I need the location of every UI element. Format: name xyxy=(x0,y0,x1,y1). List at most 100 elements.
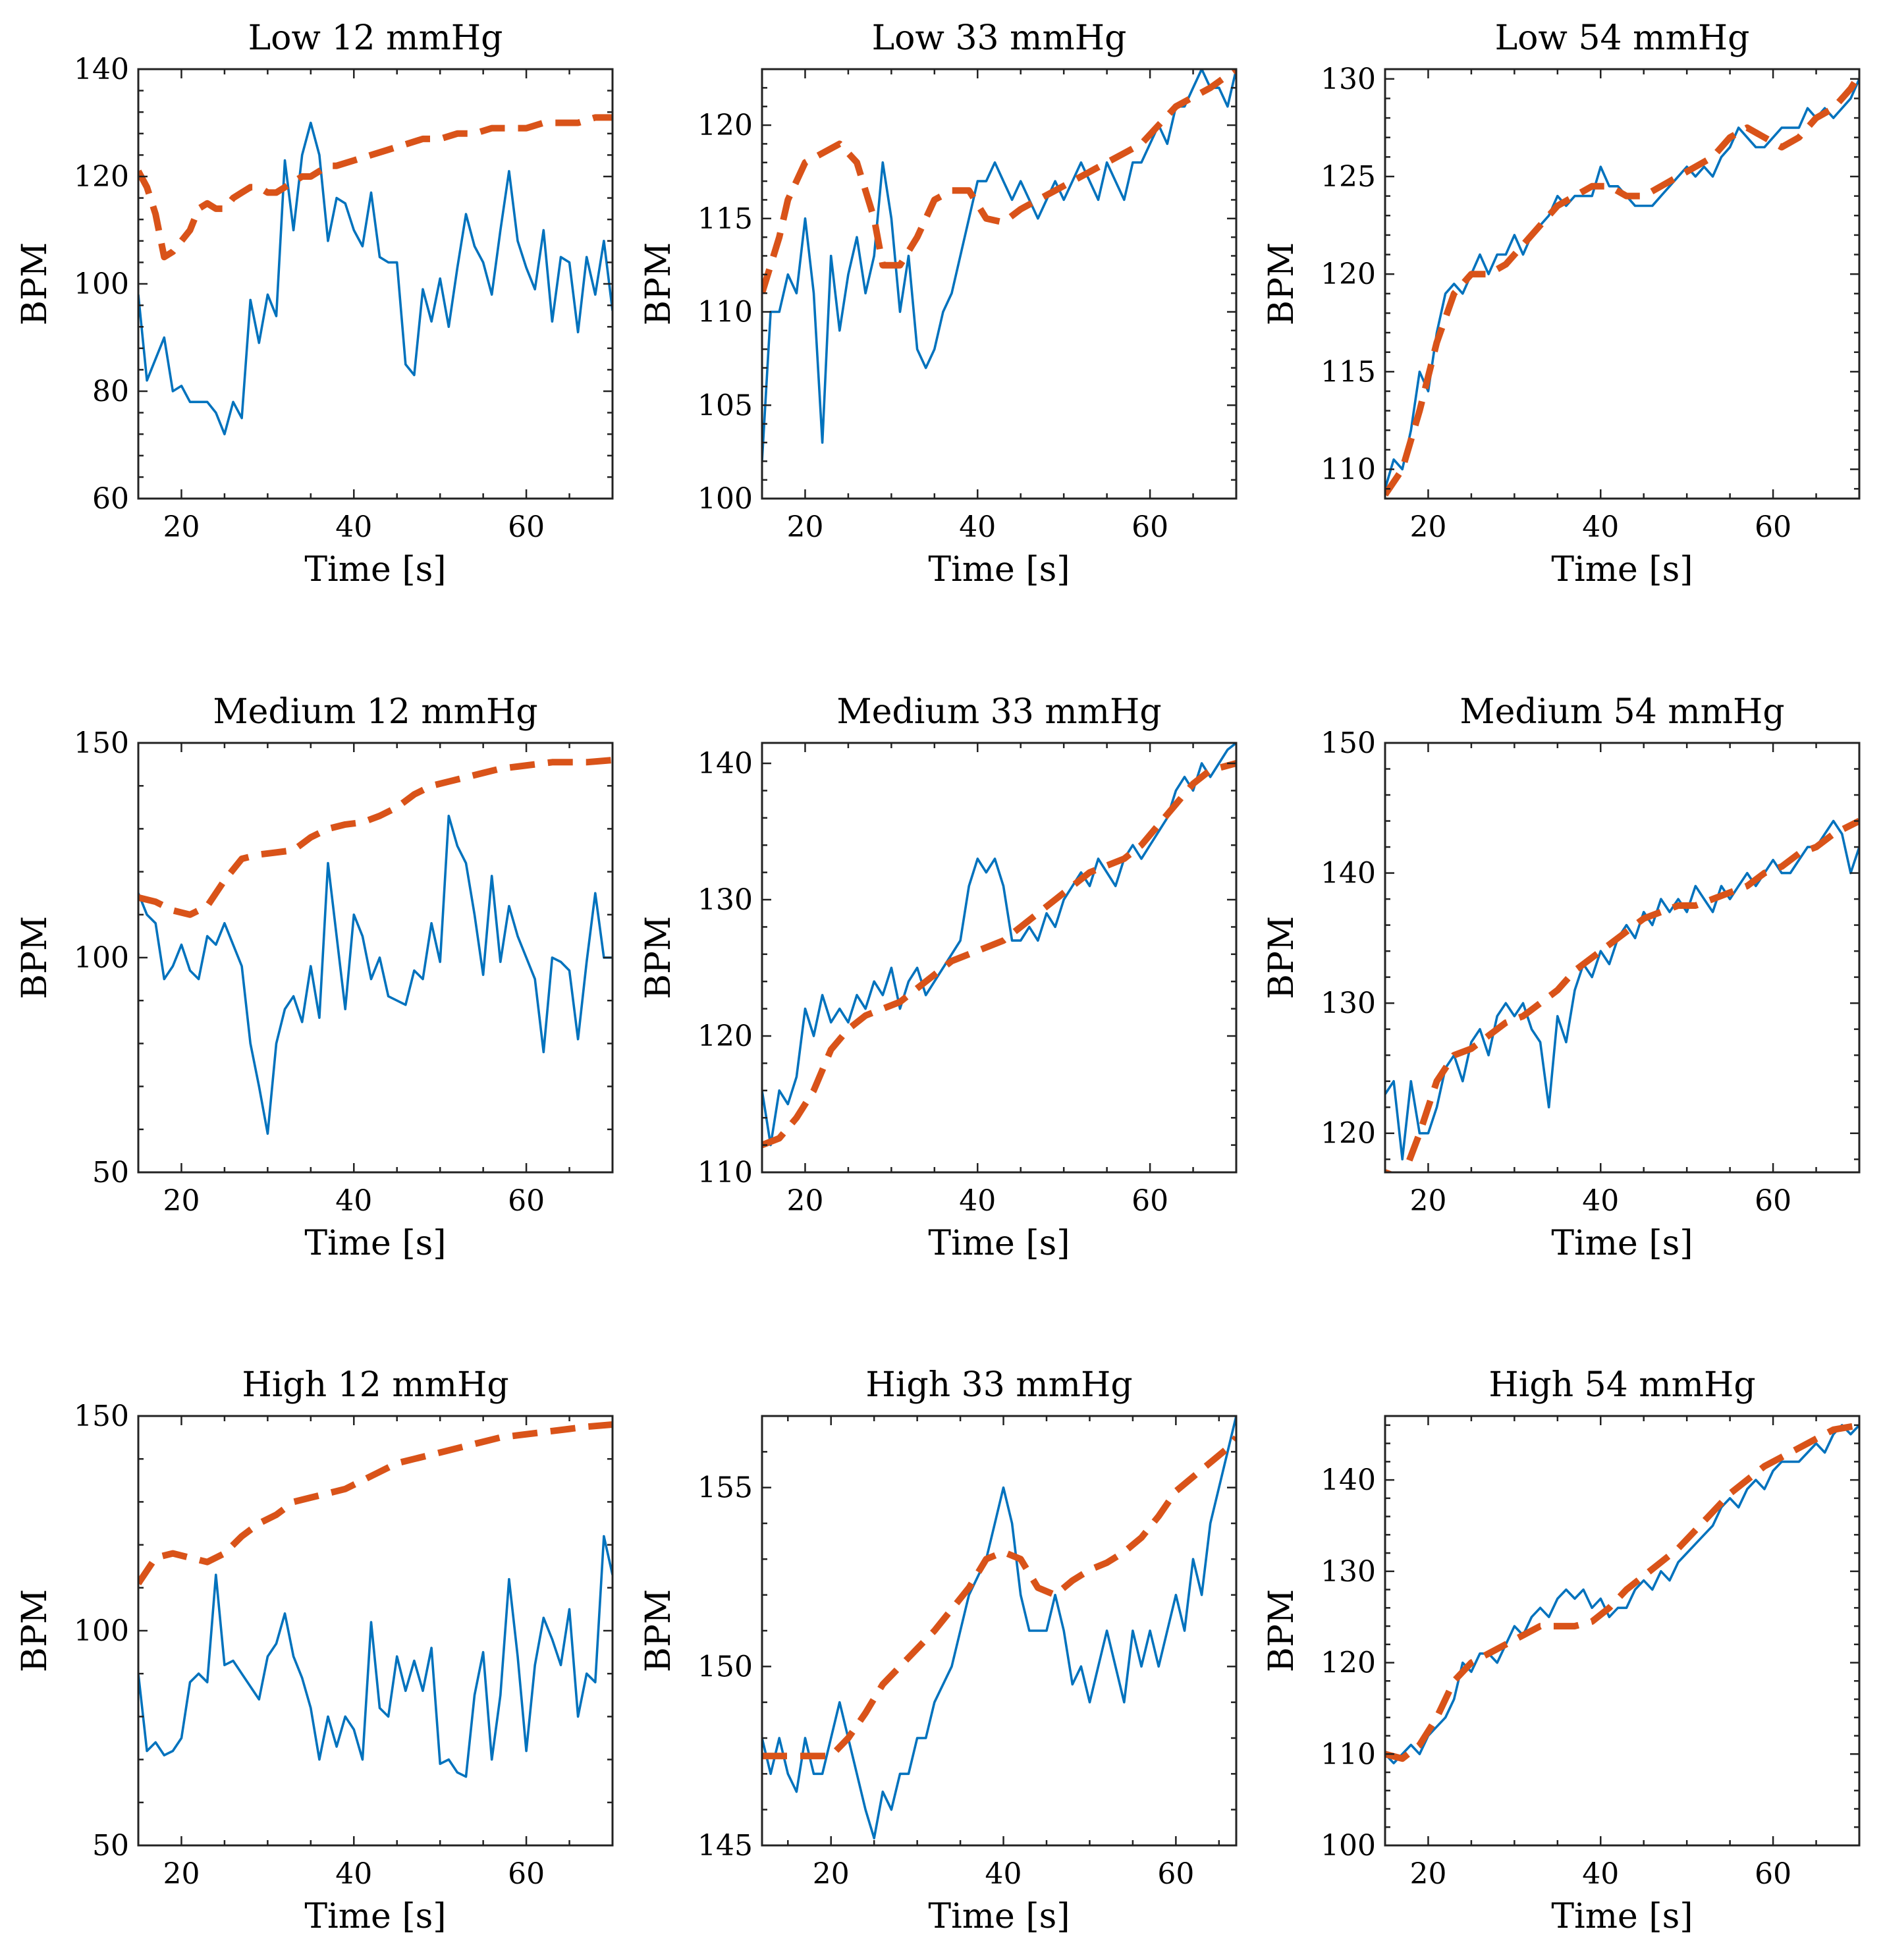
x-tick-label: 20 xyxy=(786,1184,823,1218)
x-axis-label: Time [s] xyxy=(1551,1897,1693,1936)
x-tick-label: 60 xyxy=(508,1184,545,1218)
x-tick-label: 60 xyxy=(1132,1184,1168,1218)
y-tick-label: 150 xyxy=(74,726,129,760)
x-tick-label: 20 xyxy=(163,510,200,544)
x-tick-label: 40 xyxy=(985,1857,1022,1891)
y-tick-label: 130 xyxy=(697,883,753,917)
chart-title: Low 33 mmHg xyxy=(872,18,1127,58)
estimated-bpm-line xyxy=(1385,1421,1859,1762)
y-tick-label: 50 xyxy=(92,1156,129,1189)
y-tick-label: 100 xyxy=(74,1614,129,1648)
x-tick-label: 40 xyxy=(1582,1857,1619,1891)
x-tick-label: 60 xyxy=(1132,510,1168,544)
x-axis-label: Time [s] xyxy=(304,1897,446,1936)
estimated-bpm-line xyxy=(762,1435,1236,1760)
x-tick-label: 20 xyxy=(786,510,823,544)
chart-panel-4: Medium 12 mmHg 20 40 60 50 100 150 Time [s] BPM xyxy=(15,692,614,1263)
y-axis-label: BPM xyxy=(1262,916,1301,999)
estimated-bpm-line xyxy=(762,760,1236,1149)
chart-title: Medium 33 mmHg xyxy=(836,692,1161,732)
x-axis-label: Time [s] xyxy=(928,1224,1070,1263)
y-axis-label: BPM xyxy=(639,916,678,999)
y-tick-label: 100 xyxy=(74,941,129,975)
y-axis-label: BPM xyxy=(15,242,55,325)
y-tick-label: 100 xyxy=(697,482,753,516)
chart-panel-9: High 54 mmHg 20 40 60 100 110 120 130 140 Time [s… xyxy=(1262,1365,1861,1936)
chart-panel-2: Low 33 mmHg 20 40 60 100 105 110 115 120 Time [s]… xyxy=(639,18,1238,589)
chart-panel-3: Low 54 mmHg 20 40 60 110 115 120 125 130 Time [s]… xyxy=(1262,18,1861,589)
x-tick-label: 40 xyxy=(335,1857,372,1891)
estimated-bpm-line xyxy=(1385,73,1859,497)
y-tick-label: 110 xyxy=(1321,453,1376,487)
y-tick-label: 150 xyxy=(697,1650,753,1683)
chart-title: High 54 mmHg xyxy=(1488,1365,1755,1405)
chart-title: Medium 12 mmHg xyxy=(213,692,537,732)
plot-frame xyxy=(761,68,1238,500)
y-tick-label: 130 xyxy=(1321,1555,1376,1589)
x-axis-label: Time [s] xyxy=(1551,1224,1693,1263)
y-tick-label: 100 xyxy=(74,267,129,301)
y-tick-label: 155 xyxy=(697,1471,753,1505)
x-tick-label: 20 xyxy=(1409,510,1446,544)
y-tick-label: 115 xyxy=(1321,355,1376,389)
y-axis-label: BPM xyxy=(639,1589,678,1672)
y-tick-label: 145 xyxy=(697,1829,753,1863)
plot-frame xyxy=(1384,68,1861,500)
chart-title: High 33 mmHg xyxy=(865,1365,1132,1405)
y-tick-label: 150 xyxy=(74,1400,129,1433)
y-axis-label: BPM xyxy=(1262,1589,1301,1672)
y-tick-label: 60 xyxy=(92,482,129,516)
chart-title: Low 12 mmHg xyxy=(248,18,503,58)
y-tick-label: 120 xyxy=(1321,1117,1376,1151)
y-tick-label: 125 xyxy=(1321,160,1376,194)
chart-panel-1: Low 12 mmHg 20 40 60 60 80 100 120 140 Time [s] BP… xyxy=(15,18,614,589)
x-tick-label: 40 xyxy=(335,1184,372,1218)
chart-title: High 12 mmHg xyxy=(242,1365,508,1405)
x-tick-label: 20 xyxy=(1409,1184,1446,1218)
x-tick-label: 40 xyxy=(1582,1184,1619,1218)
x-tick-label: 40 xyxy=(1582,510,1619,544)
y-axis-label: BPM xyxy=(639,242,678,325)
chart-panel-6: Medium 54 mmHg 20 40 60 120 130 140 150 Time [s]… xyxy=(1262,692,1861,1263)
estimated-bpm-line xyxy=(138,757,613,918)
y-tick-label: 130 xyxy=(1321,63,1376,96)
y-axis-label: BPM xyxy=(1262,242,1301,325)
measured-bpm-line xyxy=(138,121,613,435)
x-tick-label: 60 xyxy=(1755,1184,1791,1218)
y-tick-label: 110 xyxy=(697,296,753,329)
y-tick-label: 120 xyxy=(697,109,753,142)
y-tick-label: 140 xyxy=(1321,1463,1376,1497)
chart-title: Low 54 mmHg xyxy=(1495,18,1750,58)
x-tick-label: 60 xyxy=(1157,1857,1194,1891)
y-tick-label: 50 xyxy=(92,1829,129,1863)
x-tick-label: 20 xyxy=(813,1857,850,1891)
x-tick-label: 60 xyxy=(508,510,545,544)
y-tick-label: 140 xyxy=(1321,857,1376,890)
y-tick-label: 130 xyxy=(1321,987,1376,1020)
y-tick-label: 100 xyxy=(1321,1829,1376,1863)
chart-panel-5: Medium 33 mmHg 20 40 60 110 120 130 140 Time [s]… xyxy=(639,692,1238,1263)
x-tick-label: 40 xyxy=(335,510,372,544)
x-tick-label: 20 xyxy=(1409,1857,1446,1891)
y-tick-label: 120 xyxy=(1321,258,1376,291)
x-tick-label: 20 xyxy=(163,1184,200,1218)
y-tick-label: 120 xyxy=(697,1020,753,1053)
plot-frame xyxy=(761,742,1238,1174)
chart-title: Medium 54 mmHg xyxy=(1460,692,1784,732)
measured-bpm-line xyxy=(762,743,1236,1147)
y-tick-label: 115 xyxy=(697,202,753,236)
y-axis-label: BPM xyxy=(15,916,55,999)
y-tick-label: 120 xyxy=(1321,1647,1376,1680)
estimated-bpm-line xyxy=(138,1421,613,1586)
estimated-bpm-line xyxy=(762,69,1236,294)
estimated-bpm-line xyxy=(138,114,613,261)
chart-panel-8: High 33 mmHg 20 40 60 145 150 155 Time [s] BPM xyxy=(639,1365,1238,1936)
x-tick-label: 40 xyxy=(959,1184,996,1218)
y-tick-label: 110 xyxy=(697,1156,753,1189)
measured-bpm-line xyxy=(138,815,613,1135)
y-tick-label: 105 xyxy=(697,389,753,422)
x-axis-label: Time [s] xyxy=(928,1897,1070,1936)
chart-panel-7: High 12 mmHg 20 40 60 50 100 150 Time [s] BPM xyxy=(15,1365,614,1936)
